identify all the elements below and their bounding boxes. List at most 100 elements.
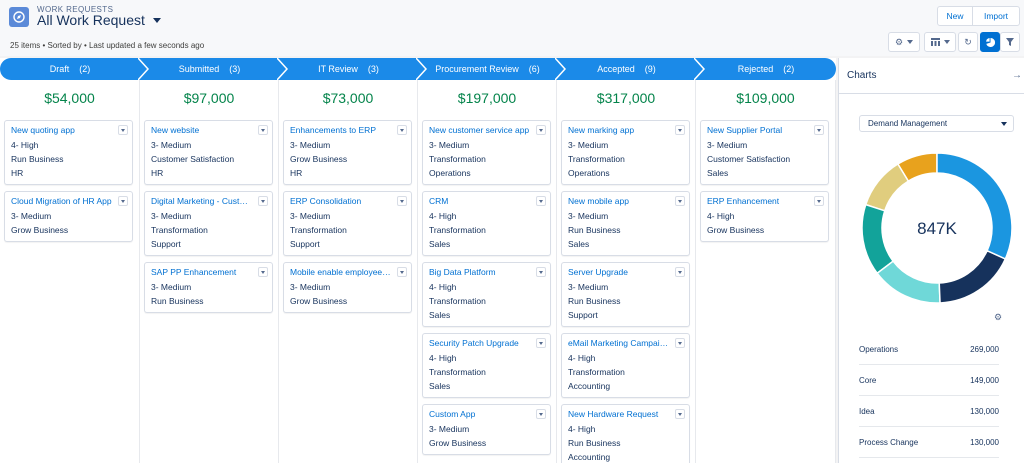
card-title-link[interactable]: Digital Marketing - Custom... xyxy=(151,196,259,206)
kanban-column: $54,000 New quoting app 4- High Run Busines… xyxy=(0,80,140,463)
stage-procurement-review[interactable]: Procurement Review (6) xyxy=(418,58,557,80)
stage-rejected[interactable]: Rejected (2) xyxy=(696,58,836,80)
card-title-link[interactable]: CRM xyxy=(429,196,449,206)
card-menu-button[interactable] xyxy=(258,196,268,206)
list-settings-button[interactable]: ⚙ xyxy=(888,32,920,52)
work-request-card[interactable]: ERP Consolidation 3- Medium Transformation… xyxy=(283,191,412,256)
card-title-link[interactable]: Server Upgrade xyxy=(568,267,629,277)
card-field: Support xyxy=(151,239,181,249)
work-request-card[interactable]: New quoting app 4- High Run Business HR xyxy=(4,120,133,185)
card-field: Transformation xyxy=(568,154,625,164)
work-request-card[interactable]: Digital Marketing - Custom... 3- Medium Tr… xyxy=(144,191,273,256)
donut-segment-3[interactable] xyxy=(876,260,941,304)
card-field: Transformation xyxy=(290,225,347,235)
work-request-card[interactable]: New customer service app 3- Medium Transfo… xyxy=(422,120,551,185)
collapse-arrow-icon[interactable]: → xyxy=(1012,70,1022,81)
card-title-link[interactable]: Mobile enable employee p... xyxy=(290,267,397,277)
legend-label: Operations xyxy=(859,344,899,354)
chevron-down-icon xyxy=(678,199,682,203)
card-menu-button[interactable] xyxy=(118,196,128,206)
card-title-link[interactable]: Security Patch Upgrade xyxy=(429,338,519,348)
card-field: 4- High xyxy=(429,211,457,221)
card-field: Grow Business xyxy=(11,225,69,235)
donut-segment-4[interactable] xyxy=(861,203,895,275)
charts-toggle-button[interactable] xyxy=(980,32,1000,52)
stage-accepted[interactable]: Accepted (9) xyxy=(557,58,696,80)
card-menu-button[interactable] xyxy=(675,267,685,277)
gear-icon[interactable]: ⚙ xyxy=(994,312,1003,322)
card-title-link[interactable]: New customer service app xyxy=(429,125,530,135)
card-menu-button[interactable] xyxy=(814,125,824,135)
card-title-link[interactable]: eMail Marketing Campaign... xyxy=(568,338,677,348)
chevron-down-icon xyxy=(400,270,404,274)
donut-segment-2[interactable] xyxy=(938,249,1007,304)
work-request-card[interactable]: New mobile app 3- Medium Run Business Sales xyxy=(561,191,690,256)
filter-button[interactable] xyxy=(1000,32,1020,52)
card-menu-button[interactable] xyxy=(536,196,546,206)
card-menu-button[interactable] xyxy=(397,125,407,135)
work-request-card[interactable]: ERP Enhancement 4- High Grow Business xyxy=(700,191,829,242)
work-request-card[interactable]: Cloud Migration of HR App 3- Medium Grow B… xyxy=(4,191,133,242)
stage-draft[interactable]: Draft (2) xyxy=(0,58,140,80)
card-menu-button[interactable] xyxy=(675,125,685,135)
new-button[interactable]: New xyxy=(937,6,973,26)
card-title-link[interactable]: New marking app xyxy=(568,125,635,135)
display-as-button[interactable] xyxy=(924,32,956,52)
card-title-link[interactable]: Enhancements to ERP xyxy=(290,125,376,135)
list-meta: 25 items • Sorted by • Last updated a fe… xyxy=(10,41,205,50)
card-menu-button[interactable] xyxy=(258,125,268,135)
list-view-selector[interactable]: All Work Request xyxy=(37,12,161,28)
donut-segment-1[interactable] xyxy=(936,152,1013,260)
card-title-link[interactable]: Big Data Platform xyxy=(429,267,496,277)
card-menu-button[interactable] xyxy=(675,196,685,206)
work-request-card[interactable]: Big Data Platform 4- High Transformation Sa… xyxy=(422,262,551,327)
card-field: 3- Medium xyxy=(151,140,192,150)
card-title-link[interactable]: New Hardware Request xyxy=(568,409,659,419)
card-title-link[interactable]: New Supplier Portal xyxy=(707,125,783,135)
stage-it-review[interactable]: IT Review (3) xyxy=(279,58,418,80)
donut-segment-5[interactable] xyxy=(864,162,910,212)
card-title-link[interactable]: ERP Consolidation xyxy=(290,196,362,206)
work-request-card[interactable]: Server Upgrade 3- Medium Run Business Suppo… xyxy=(561,262,690,327)
refresh-button[interactable]: ↻ xyxy=(958,32,978,52)
card-menu-button[interactable] xyxy=(675,409,685,419)
chevron-down-icon xyxy=(121,199,125,203)
work-request-card[interactable]: Custom App 3- Medium Grow Business xyxy=(422,404,551,455)
card-title-link[interactable]: New website xyxy=(151,125,200,135)
import-button[interactable]: Import xyxy=(972,6,1020,26)
chevron-down-icon xyxy=(539,128,543,132)
work-request-card[interactable]: New marking app 3- Medium Transformation Op… xyxy=(561,120,690,185)
card-field: Transformation xyxy=(568,367,625,377)
chart-selector[interactable]: Demand Management xyxy=(859,115,1014,132)
card-title-link[interactable]: ERP Enhancement xyxy=(707,196,780,206)
work-request-card[interactable]: New Supplier Portal 3- Medium Customer Sat… xyxy=(700,120,829,185)
card-menu-button[interactable] xyxy=(536,125,546,135)
card-menu-button[interactable] xyxy=(397,267,407,277)
chevron-down-icon xyxy=(678,128,682,132)
work-request-card[interactable]: Enhancements to ERP 3- Medium Grow Busines… xyxy=(283,120,412,185)
card-menu-button[interactable] xyxy=(814,196,824,206)
card-menu-button[interactable] xyxy=(536,338,546,348)
card-field: 3- Medium xyxy=(707,140,748,150)
card-menu-button[interactable] xyxy=(536,267,546,277)
card-field: HR xyxy=(151,168,164,178)
work-request-card[interactable]: eMail Marketing Campaign... 4- High Transf… xyxy=(561,333,690,398)
card-title-link[interactable]: New quoting app xyxy=(11,125,75,135)
chevron-down-icon[interactable] xyxy=(152,17,161,23)
card-menu-button[interactable] xyxy=(536,409,546,419)
work-request-card[interactable]: SAP PP Enhancement 3- Medium Run Business xyxy=(144,262,273,313)
work-request-card[interactable]: CRM 4- High Transformation Sales xyxy=(422,191,551,256)
card-menu-button[interactable] xyxy=(258,267,268,277)
stage-submitted[interactable]: Submitted (3) xyxy=(140,58,279,80)
work-request-card[interactable]: New Hardware Request 4- High Run Business A… xyxy=(561,404,690,463)
card-menu-button[interactable] xyxy=(397,196,407,206)
card-title-link[interactable]: Custom App xyxy=(429,409,476,419)
card-title-link[interactable]: Cloud Migration of HR App xyxy=(11,196,112,206)
card-menu-button[interactable] xyxy=(675,338,685,348)
card-menu-button[interactable] xyxy=(118,125,128,135)
work-request-card[interactable]: Security Patch Upgrade 4- High Transformat… xyxy=(422,333,551,398)
card-title-link[interactable]: SAP PP Enhancement xyxy=(151,267,237,277)
work-request-card[interactable]: New website 3- Medium Customer Satisfactio… xyxy=(144,120,273,185)
card-title-link[interactable]: New mobile app xyxy=(568,196,629,206)
work-request-card[interactable]: Mobile enable employee p... 3- Medium Grow… xyxy=(283,262,412,313)
